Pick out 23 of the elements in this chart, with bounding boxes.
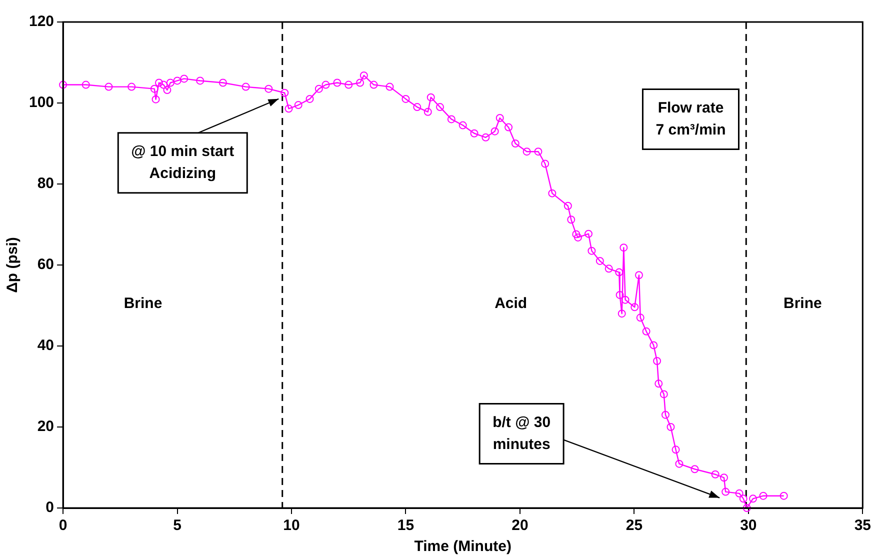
x-tick-label: 25 <box>626 517 643 534</box>
y-axis-title: Δp (psi) <box>4 237 22 293</box>
x-tick-label: 15 <box>397 517 414 534</box>
annotation: @ 10 min start Acidizing <box>131 143 234 182</box>
x-tick-label: 0 <box>58 517 68 534</box>
x-tick-label: 20 <box>512 517 528 534</box>
y-tick-label: 60 <box>37 256 54 274</box>
y-tick-label: 40 <box>37 337 54 354</box>
x-tick-label: 10 <box>283 517 300 534</box>
y-tick-label: 20 <box>37 418 54 436</box>
x-tick-label: 35 <box>854 517 871 534</box>
x-tick-label: 30 <box>740 517 757 534</box>
annotation: Acid <box>494 295 528 312</box>
x-tick-label: 5 <box>173 517 182 534</box>
y-tick-label: 100 <box>28 94 54 112</box>
x-axis-title: Time (Minute) <box>414 538 512 556</box>
annotation: Brine <box>124 295 162 312</box>
y-tick-label: 0 <box>46 499 54 516</box>
annotation: b/t @ 30 minutes <box>492 414 551 453</box>
y-tick-label: 120 <box>28 13 54 30</box>
annotation: Brine <box>784 295 822 312</box>
annotation: Flow rate 7 cm³/min <box>656 99 726 138</box>
y-tick-label: 80 <box>37 175 54 192</box>
